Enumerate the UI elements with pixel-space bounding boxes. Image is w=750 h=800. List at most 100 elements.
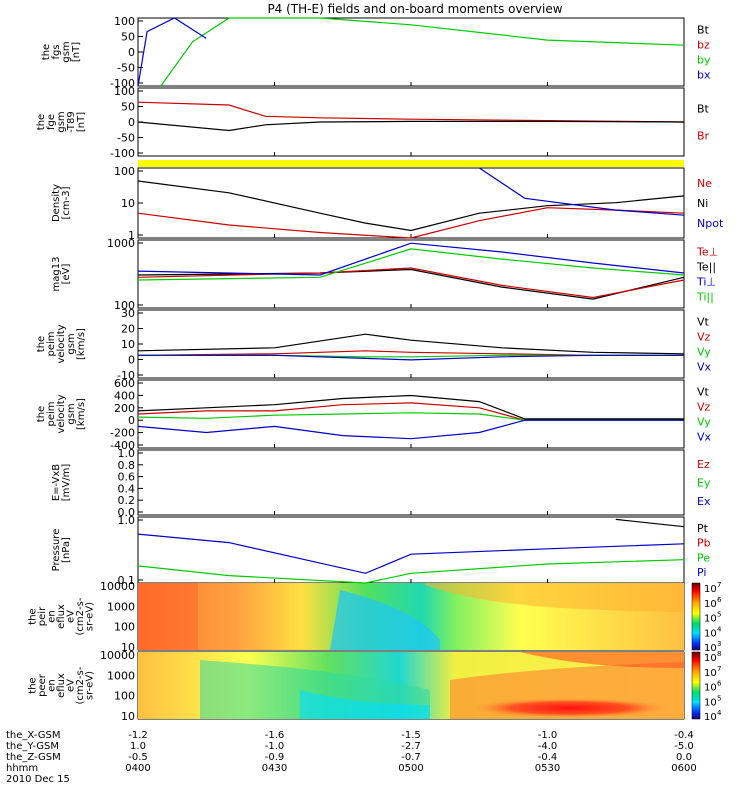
x-axis-tick-y: -4.0 [538,741,558,752]
y-axis-label: gsm [61,41,72,62]
x-axis-tick-z: -0.9 [265,752,285,763]
y-tick-label: 0.4 [118,482,136,495]
series-line-Ne [137,207,685,239]
panel-efield: 1.00.80.60.40.20.0 E=-VxB [mV/m] Ez Ey Ex [51,447,711,519]
series-line-Ti [137,242,685,276]
y-tick-label: 400 [114,389,135,402]
y-tick-label: 30 [121,307,135,320]
y-tick-label: 0 [128,414,135,427]
series-line-Vx [138,354,684,361]
colorbar-tick-exponent: 4 [717,709,722,717]
y-axis-label: E=-VxB [51,464,62,501]
y-tick-label: 0.8 [118,459,136,472]
colorbar-tick-exponent: 8 [717,650,721,658]
y-axis-label: fgs [51,44,62,59]
y-tick-label: 20 [121,323,135,336]
colorbar-tick-label: 10 [704,614,717,625]
y-axis-label: [cm-3] [61,186,72,219]
y-tick-label: 600 [114,377,135,390]
legend-entry: Ti⊥ [696,276,716,289]
y-axis-label: eflux [56,673,67,698]
legend-entry: Bt [697,23,710,36]
legend-entry: Vt [697,315,710,328]
y-tick-label: 0 [128,116,135,129]
y-tick-label: 100 [114,85,135,98]
figure-title: P4 (TH-E) fields and on-board moments ov… [267,2,562,16]
x-axis-row-label: the_X-GSM [6,730,60,741]
legend-entry: Pe [697,551,710,564]
y-axis-label: Density [51,184,62,222]
x-axis-tick-t: 0500 [398,763,423,774]
series-line-Vt [137,394,684,420]
y-tick-label: 0 [128,46,135,59]
colorbar-tick-label: 10 [704,643,717,654]
colorbar-tick-label: 10 [704,599,717,610]
y-tick-label: -100 [110,147,135,160]
x-axis-tick-x: -0.4 [674,730,694,741]
series-line-Ni [137,180,685,232]
legend-entry: bz [697,38,710,51]
y-axis-label: velocity [56,394,67,433]
y-axis-label: -T89 [66,111,77,133]
y-axis-label: mag13 [51,257,62,292]
y-axis-label: peer [37,673,48,697]
x-axis-row-label: 2010 Dec 15 [6,774,70,785]
y-tick-label: -50 [117,62,135,75]
y-axis-label: [nT] [71,42,82,62]
colorbar-tick-label: 10 [704,653,717,664]
colorbar-tick-exponent: 7 [717,665,721,673]
y-tick-label: 10000 [100,580,135,593]
y-tick-label: 10 [121,641,135,654]
panel-temp: 1000 100 mag13 [eV] Te⊥ Te|| Ti⊥ Ti|| [51,237,718,312]
y-tick-label: 1000 [107,237,135,250]
legend-entry: Ti|| [696,291,714,304]
series-line-Npot [478,167,685,216]
y-axis-label: the [41,44,52,60]
y-axis-label: [nPa] [61,537,72,563]
peer-spectrogram [138,652,684,719]
series-line-Br [137,101,685,123]
x-axis-tick-z: -0.4 [538,752,558,763]
legend-entry: bx [697,69,711,82]
y-axis-label: the [27,608,38,624]
legend-entry: Ni [697,197,708,210]
y-tick-label: 10 [121,710,135,723]
y-tick-label: 0.1 [118,574,136,587]
y-axis-label: [km/s] [76,398,87,430]
series-line-Te [137,268,685,300]
y-tick-label: 100 [114,165,135,178]
y-axis-label: peim [46,331,57,356]
colorbar-tick-label: 10 [704,683,717,694]
panel-density: 100 10 1 Density [cm-3] Ne Ni Npot [51,165,724,242]
legend-entry: Pb [697,537,711,550]
mode-bar [138,160,684,167]
series-line-bx [137,17,207,87]
y-tick-label: 0.2 [118,494,136,507]
x-axis-row-label: hhmm [6,763,38,774]
y-axis-label: [eV] [61,264,72,285]
series-line-Te [137,267,685,299]
x-axis-tick-y: -1.0 [265,741,285,752]
series-line-Bt [137,120,685,132]
y-axis-label: sr-eV) [85,671,96,700]
legend-entry: Vz [697,400,711,413]
y-axis-label: sr-eV) [85,602,96,631]
y-tick-label: 100 [114,15,135,28]
legend-entry: Ey [697,477,711,490]
legend-entry: Bt [697,102,710,115]
y-axis-label: en [46,679,57,692]
x-axis-tick-y: -5.0 [674,741,694,752]
x-axis-tick-t: 0430 [262,763,287,774]
y-tick-label: -10 [117,369,135,382]
legend-entry: Ex [697,495,711,508]
y-axis-label: peim [46,401,57,426]
colorbar-tick-exponent: 3 [717,640,721,648]
y-tick-label: 1.0 [118,514,136,527]
y-axis-label: the [36,114,47,130]
x-axis-tick-z: -0.7 [401,752,421,763]
colorbar-tick-exponent: 6 [717,596,722,604]
peir-spectrogram [138,583,684,650]
panel-frame [137,379,685,449]
series-line-Pt [615,518,685,528]
legend-entry: Vx [697,361,712,374]
